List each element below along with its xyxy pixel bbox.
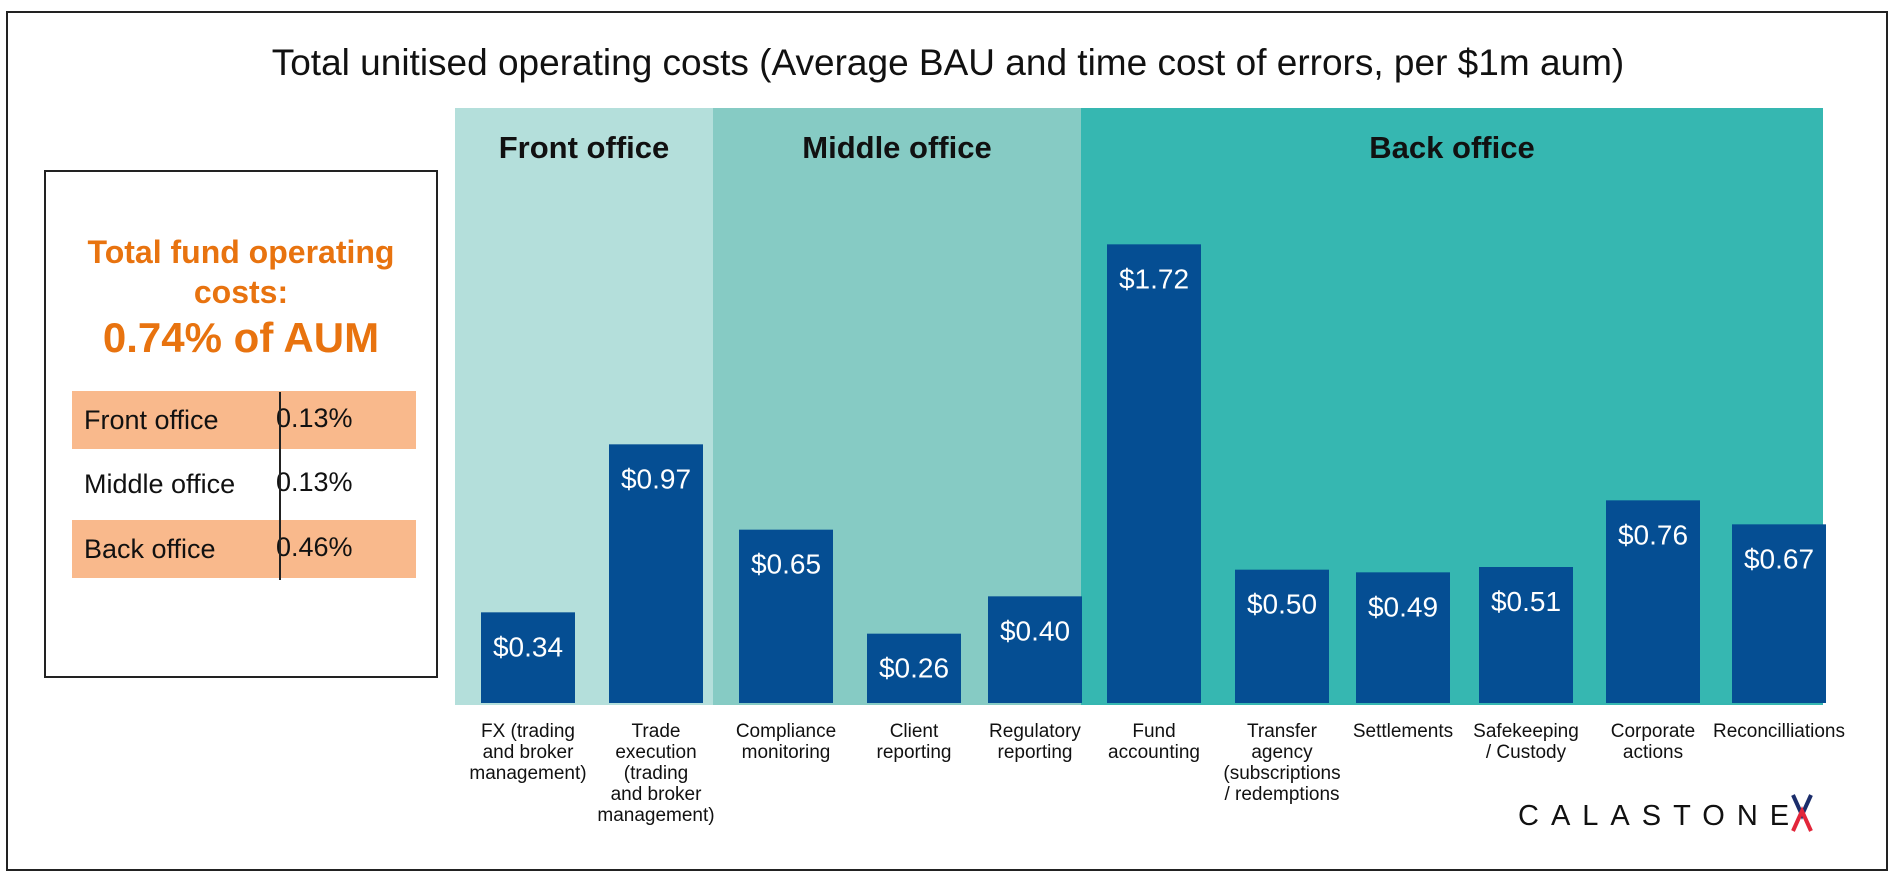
bar	[1732, 524, 1826, 703]
category-label: and broker	[483, 742, 575, 763]
category-label: agency	[1251, 742, 1313, 763]
bar-value-label: $1.72	[1119, 263, 1189, 294]
bar-value-label: $0.65	[751, 549, 821, 580]
category-label: execution	[615, 742, 696, 763]
bar-value-label: $0.97	[621, 463, 691, 494]
summary-row-front: Front office 0.13%	[72, 391, 416, 449]
category-label: Client	[890, 721, 939, 742]
category-label: (subscriptions	[1223, 763, 1340, 784]
bar	[1479, 567, 1573, 703]
bar	[1235, 569, 1329, 703]
bar-value-label: $0.49	[1368, 591, 1438, 622]
bar-value-label: $0.67	[1744, 543, 1814, 574]
chart-frame	[6, 11, 1888, 871]
calastone-logo: CALASTONE	[1518, 800, 1802, 832]
category-label: Fund	[1132, 721, 1175, 742]
bar-value-label: $0.40	[1000, 615, 1070, 646]
summary-heading-line1: Total fund operating	[87, 234, 395, 270]
summary-row-label: Front office	[84, 405, 219, 435]
summary-row-back: Back office 0.46%	[72, 520, 416, 578]
category-label: / Custody	[1486, 742, 1567, 763]
summary-heading: Total fund operating costs:	[46, 232, 436, 312]
summary-row-value: 0.46%	[276, 532, 353, 562]
bar-value-label: $0.76	[1618, 519, 1688, 550]
bar	[867, 633, 961, 703]
category-label: Compliance	[736, 721, 836, 742]
bar	[988, 596, 1082, 703]
category-label: FX (trading	[481, 721, 575, 742]
category-label: actions	[1623, 742, 1683, 763]
summary-total: 0.74% of AUM	[102, 314, 380, 361]
summary-row-label: Middle office	[84, 469, 236, 499]
bar	[739, 529, 833, 703]
category-label: Safekeeping	[1473, 721, 1579, 742]
bar	[1606, 500, 1700, 703]
bar	[1356, 572, 1450, 703]
category-label: (trading	[624, 763, 688, 784]
category-label: Settlements	[1353, 721, 1453, 742]
category-label: Trade	[632, 721, 681, 742]
bar	[609, 444, 703, 703]
category-label: Corporate	[1611, 721, 1696, 742]
summary-divider	[279, 392, 281, 580]
summary-panel: Total fund operating costs: 0.74% of AUM…	[44, 170, 438, 678]
category-label: Transfer	[1247, 721, 1318, 742]
category-label: reporting	[877, 742, 952, 763]
x-logo-icon	[1791, 794, 1813, 832]
chart-title: Total unitised operating costs (Average …	[271, 42, 1625, 83]
bar	[1107, 244, 1201, 704]
summary-heading-line2: costs:	[193, 274, 289, 310]
category-label: Reconcilliations	[1713, 721, 1845, 742]
category-label: monitoring	[742, 742, 831, 763]
summary-row-value: 0.13%	[276, 467, 353, 497]
summary-row-label: Back office	[84, 534, 216, 564]
bar-value-label: $0.50	[1247, 589, 1317, 620]
summary-row-value: 0.13%	[276, 403, 353, 433]
category-label: accounting	[1108, 742, 1200, 763]
section-label-middle: Middle office	[802, 130, 992, 165]
section-label-back: Back office	[1369, 130, 1535, 165]
bar-value-label: $0.51	[1491, 586, 1561, 617]
category-label: reporting	[998, 742, 1073, 763]
category-label: Regulatory	[989, 721, 1081, 742]
category-label: and broker	[611, 784, 703, 805]
category-label: management)	[597, 805, 714, 826]
section-label-front: Front office	[498, 130, 670, 165]
bar-value-label: $0.26	[879, 653, 949, 684]
category-label: / redemptions	[1224, 784, 1339, 805]
bar	[481, 612, 575, 703]
summary-row-middle: Middle office 0.13%	[72, 455, 416, 513]
bar-value-label: $0.34	[493, 631, 563, 662]
category-label: management)	[469, 763, 586, 784]
